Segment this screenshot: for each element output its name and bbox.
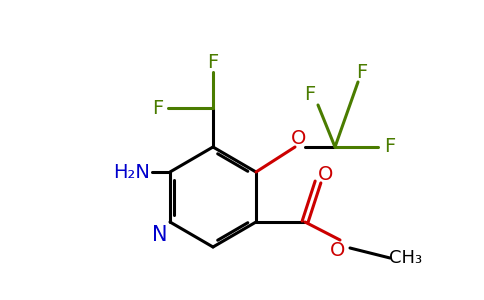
Text: O: O (291, 130, 307, 148)
Text: CH₃: CH₃ (390, 249, 423, 267)
Text: F: F (152, 98, 164, 118)
Text: F: F (304, 85, 316, 104)
Text: N: N (152, 225, 168, 245)
Text: H₂N: H₂N (114, 163, 151, 182)
Text: F: F (356, 62, 368, 82)
Text: F: F (384, 137, 395, 157)
Text: F: F (207, 52, 219, 71)
Text: O: O (330, 241, 346, 260)
Text: O: O (318, 164, 333, 184)
